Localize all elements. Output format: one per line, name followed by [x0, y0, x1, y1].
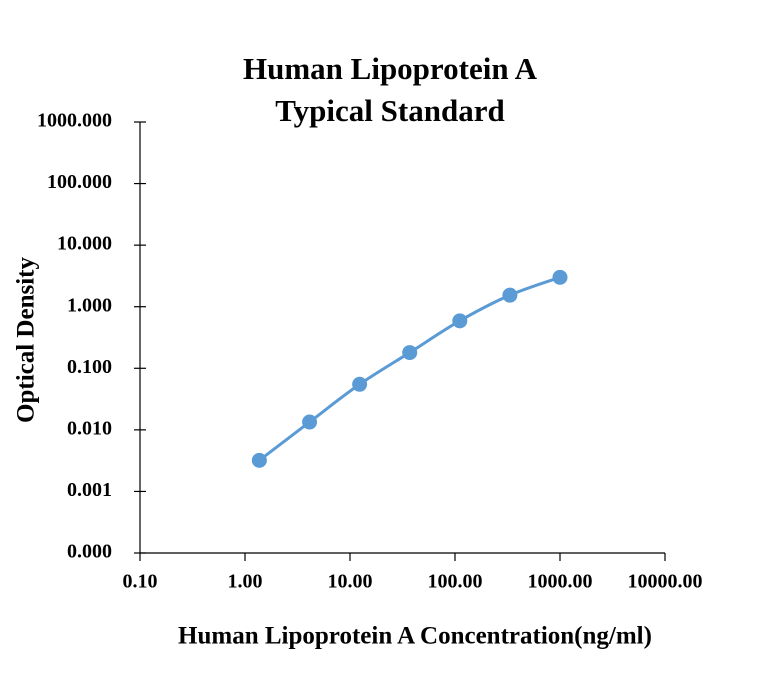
y-tick-label: 0.010	[67, 417, 112, 439]
data-point	[502, 287, 518, 303]
data-point	[552, 269, 568, 285]
y-tick-label: 1.000	[67, 294, 112, 316]
series-line	[258, 275, 561, 462]
chart-title: Typical Standard	[275, 93, 504, 128]
y-tick-label: 100.000	[47, 171, 112, 193]
x-axis-title: Human Lipoprotein A Concentration(ng/ml)	[178, 623, 652, 650]
data-point	[251, 452, 267, 468]
data-point	[452, 313, 468, 329]
y-tick-label: 1000.000	[37, 110, 112, 132]
data-point	[402, 345, 418, 361]
x-tick-label: 0.10	[123, 571, 158, 593]
x-tick-label: 1000.00	[528, 571, 593, 593]
x-tick-label: 10.00	[328, 571, 373, 593]
data-point	[352, 376, 368, 392]
x-tick-label: 1.00	[228, 571, 263, 593]
y-tick-label: 0.100	[67, 356, 112, 378]
x-tick-label: 10000.00	[628, 571, 703, 593]
y-tick-label: 0.001	[67, 479, 112, 501]
y-tick-label: 0.000	[67, 541, 112, 563]
x-tick-label: 100.00	[428, 571, 483, 593]
data-point	[302, 414, 318, 430]
chart-title: Human Lipoprotein A	[243, 51, 538, 86]
y-axis-title: Optical Density	[13, 257, 40, 423]
y-tick-label: 10.000	[57, 233, 112, 255]
